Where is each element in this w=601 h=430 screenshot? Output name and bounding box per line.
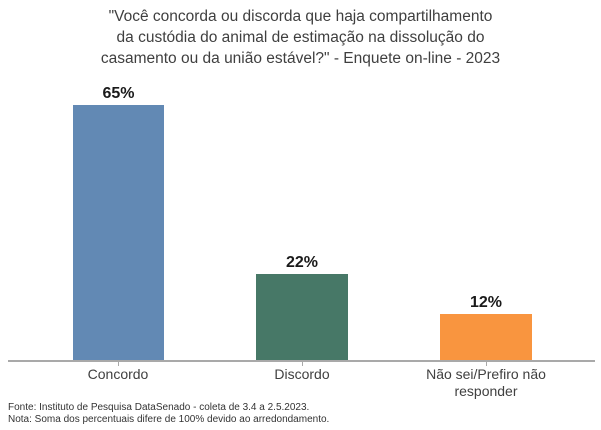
x-axis-label-concordo: Concordo	[87, 366, 149, 382]
bar-value-label-discordo: 22%	[285, 254, 319, 271]
bar-value-label-nao-sei: 12%	[469, 294, 503, 311]
rounding-note: Nota: Soma dos percentuais difere de 100…	[8, 414, 330, 425]
chart-title-line-3: casamento ou da união estável?" - Enquet…	[100, 50, 501, 67]
x-axis-tick-concordo	[118, 362, 119, 366]
chart-title-line-2: da custódia do animal de estimação na di…	[116, 29, 485, 46]
source-note: Fonte: Instituto de Pesquisa DataSenado …	[8, 402, 310, 413]
x-axis-line	[8, 360, 595, 362]
x-axis-label-nao-sei: Não sei/Prefiro não responder	[426, 366, 546, 399]
bar-nao-sei	[440, 314, 532, 361]
chart-footnotes: Fonte: Instituto de Pesquisa DataSenado …	[8, 402, 329, 426]
x-axis-tick-nao-sei	[486, 362, 487, 366]
bar-discordo	[256, 274, 348, 361]
x-axis-tick-discordo	[302, 362, 303, 366]
plot-area: 65% 22% 12%	[73, 85, 532, 361]
bar-value-label-concordo: 65%	[102, 85, 135, 102]
bar-concordo	[73, 105, 164, 361]
chart-title-line-1: "Você concorda ou discorda que haja comp…	[108, 8, 493, 25]
chart-title: "Você concorda ou discorda que haja comp…	[0, 6, 601, 69]
x-axis-label-discordo: Discordo	[274, 366, 330, 382]
